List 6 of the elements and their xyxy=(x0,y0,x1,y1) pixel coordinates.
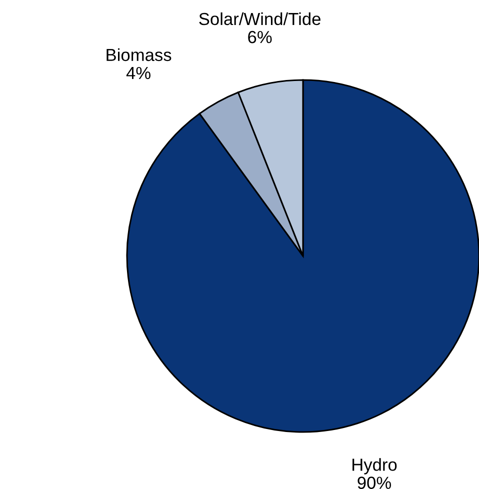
slice-label: Hydro xyxy=(352,458,397,474)
data-label: 4% xyxy=(126,66,150,80)
data-label: 90% xyxy=(358,476,392,489)
slice-label: Biomass xyxy=(106,48,172,62)
data-label: 6% xyxy=(248,30,272,44)
slice-label: Solar/Wind/Tide xyxy=(199,12,320,26)
